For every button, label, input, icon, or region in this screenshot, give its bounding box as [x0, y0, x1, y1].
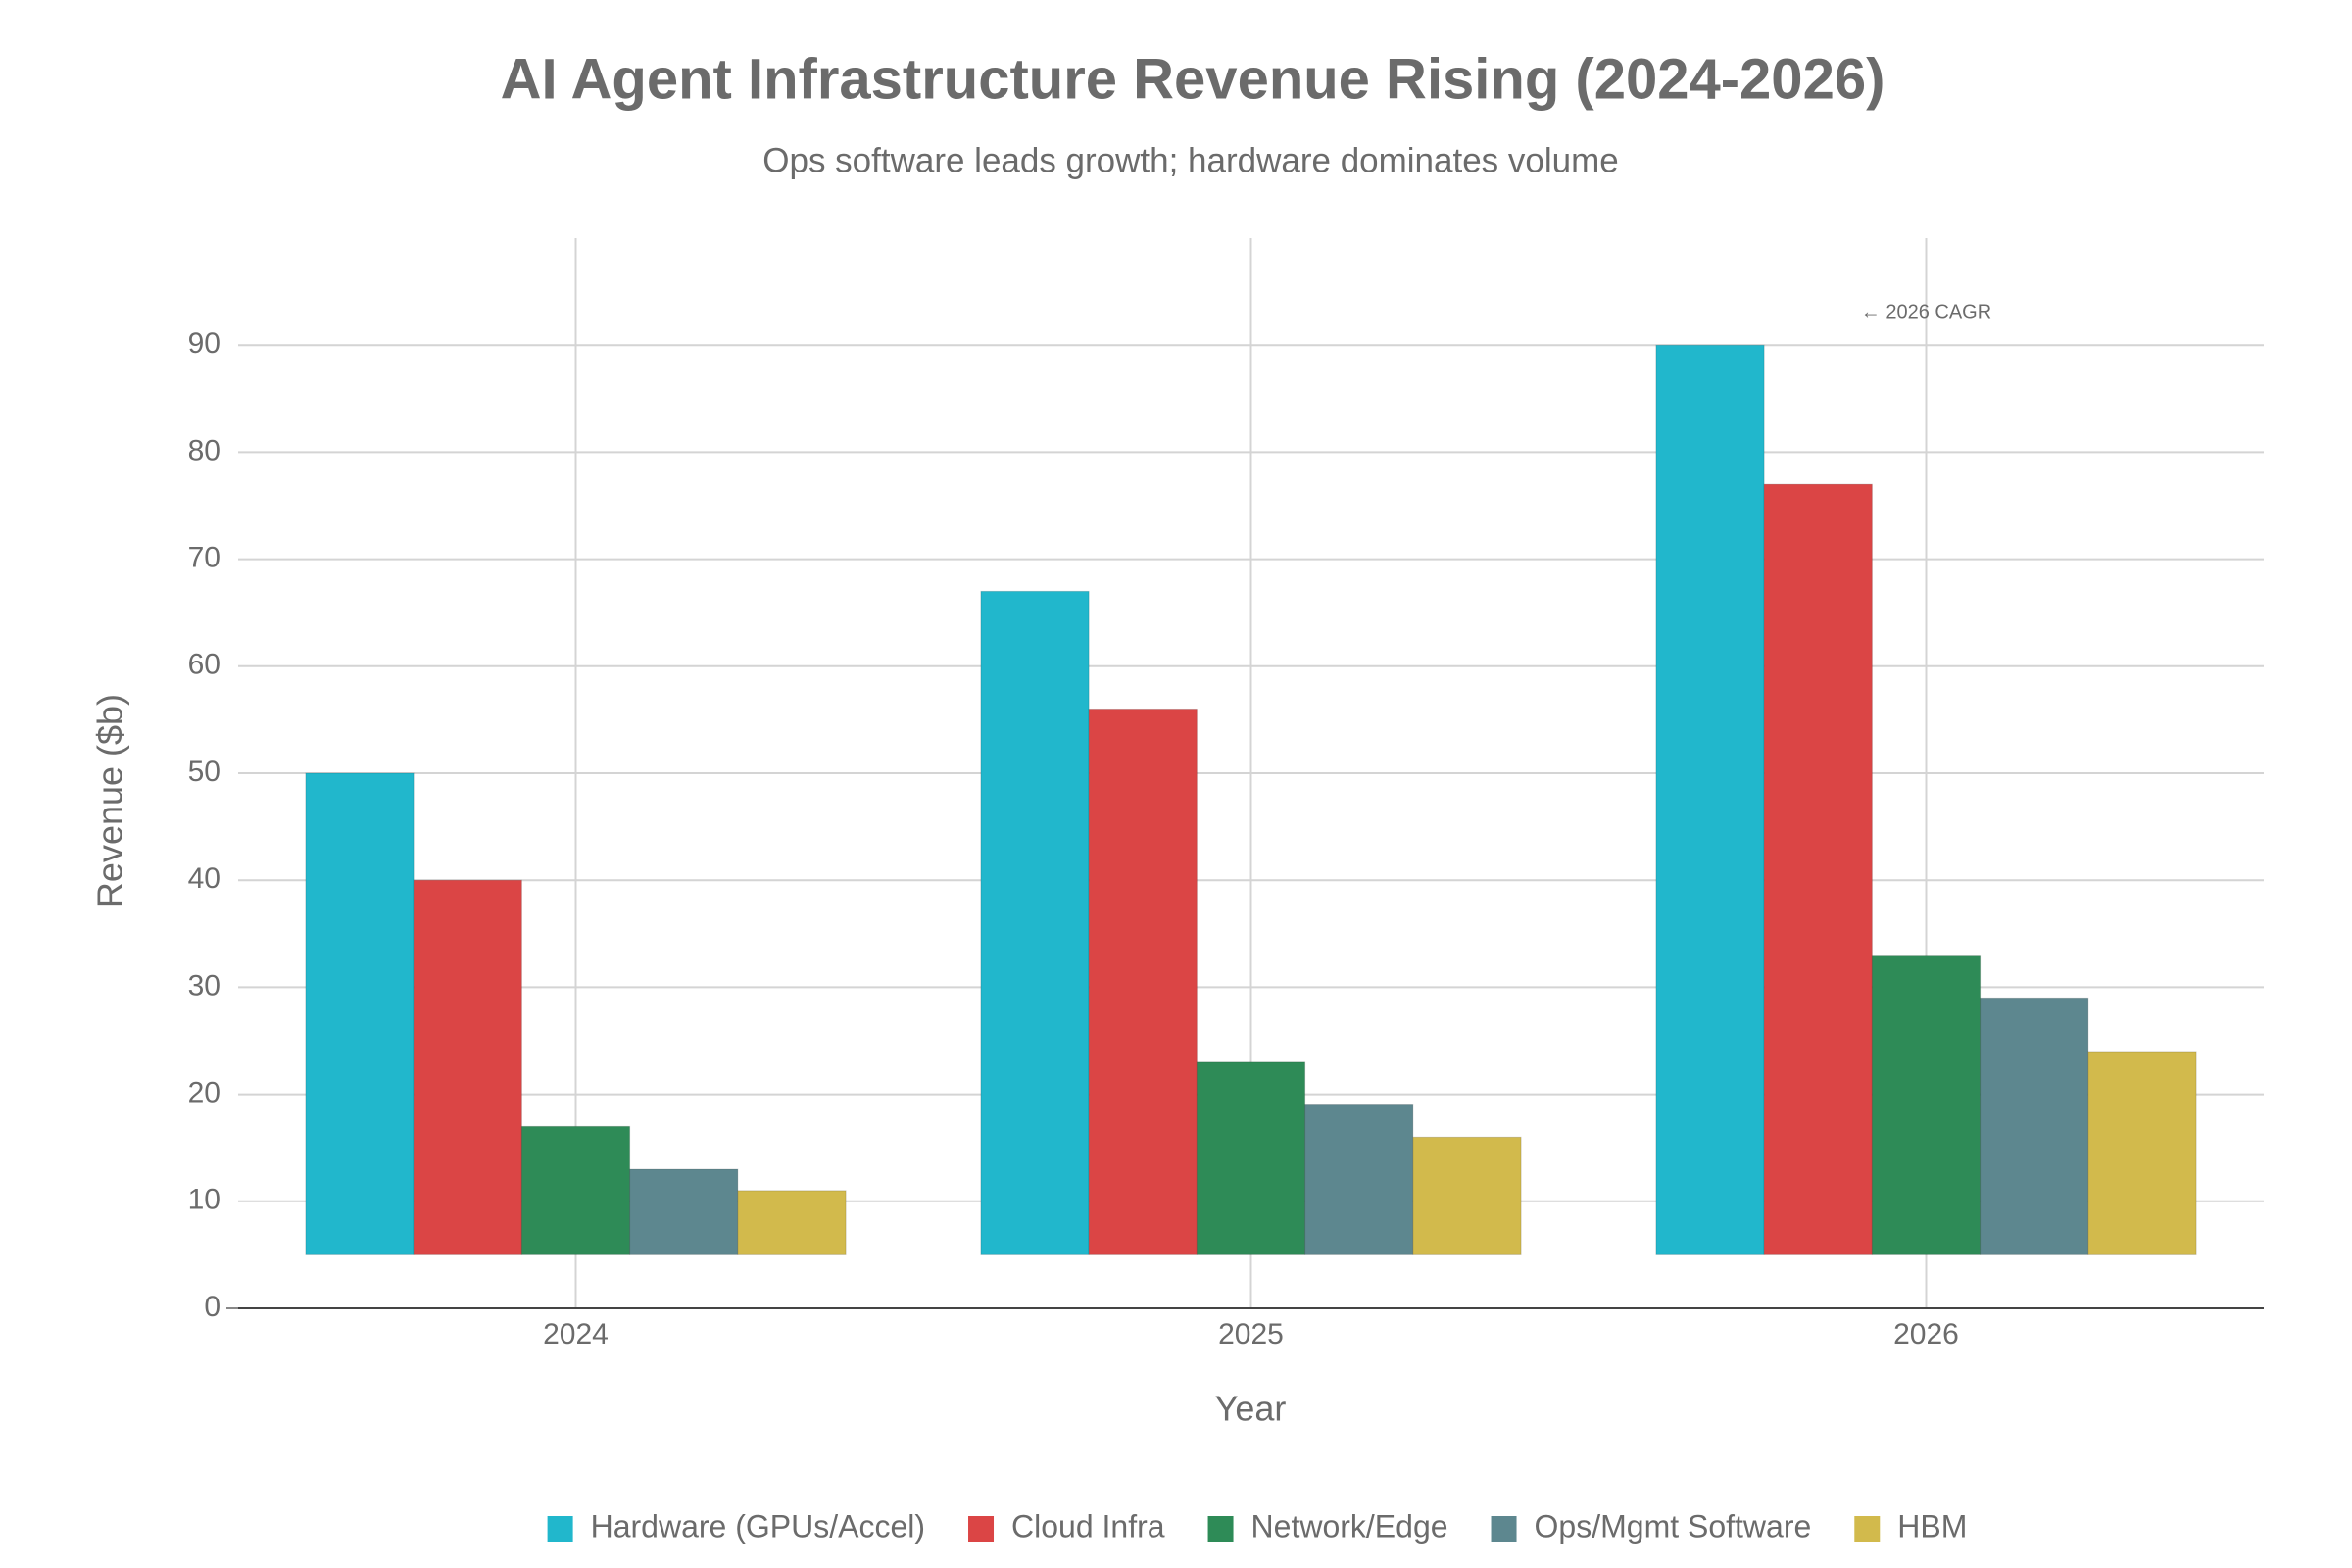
legend-swatch	[1207, 1516, 1234, 1542]
bar	[1088, 708, 1198, 1255]
bar	[520, 1125, 631, 1255]
legend-label: Cloud Infra	[1011, 1508, 1165, 1544]
y-tick-label: 70	[188, 542, 220, 574]
bar	[1412, 1136, 1522, 1255]
y-tick-label: 50	[188, 756, 220, 788]
x-tick-label: 2025	[1218, 1318, 1284, 1350]
annotation: ← 2026 CAGR	[1861, 302, 1991, 323]
x-tick-label: 2024	[543, 1318, 609, 1350]
bar	[1980, 997, 2089, 1255]
chart-subtitle: Ops software leads growth; hardware domi…	[762, 141, 1618, 179]
legend-label: Hardware (GPUs/Accel)	[591, 1508, 925, 1544]
x-tick-label: 2026	[1893, 1318, 1959, 1350]
bar	[1304, 1104, 1414, 1255]
legend-swatch	[968, 1516, 995, 1542]
y-axis-title: Revenue ($b)	[90, 694, 130, 907]
y-tick-label: 20	[188, 1077, 220, 1109]
y-tick-label: 80	[188, 434, 220, 466]
bar	[629, 1168, 739, 1255]
y-tick-label: 40	[188, 862, 220, 895]
bar	[305, 772, 415, 1255]
bar	[1763, 483, 1873, 1255]
bar	[1196, 1061, 1306, 1255]
y-tick-label: 90	[188, 327, 220, 360]
bar	[1655, 344, 1765, 1255]
y-tick-label: 60	[188, 649, 220, 681]
x-axis-title: Year	[1215, 1389, 1287, 1429]
legend-label: Ops/Mgmt Software	[1535, 1508, 1812, 1544]
y-tick-label: 0	[204, 1291, 220, 1323]
y-tick-label: 10	[188, 1184, 220, 1216]
chart-title: AI Agent Infrastructure Revenue Rising (…	[501, 47, 1886, 111]
legend-label: HBM	[1897, 1508, 1967, 1544]
legend-swatch	[1491, 1516, 1517, 1542]
bar	[1871, 955, 1982, 1255]
legend-swatch	[1854, 1516, 1881, 1542]
bar	[413, 879, 522, 1255]
bar	[2087, 1051, 2197, 1255]
legend-label: Network/Edge	[1251, 1508, 1448, 1544]
y-tick-label: 30	[188, 969, 220, 1002]
legend-swatch	[547, 1516, 573, 1542]
bar	[980, 590, 1090, 1255]
bar	[737, 1190, 847, 1255]
